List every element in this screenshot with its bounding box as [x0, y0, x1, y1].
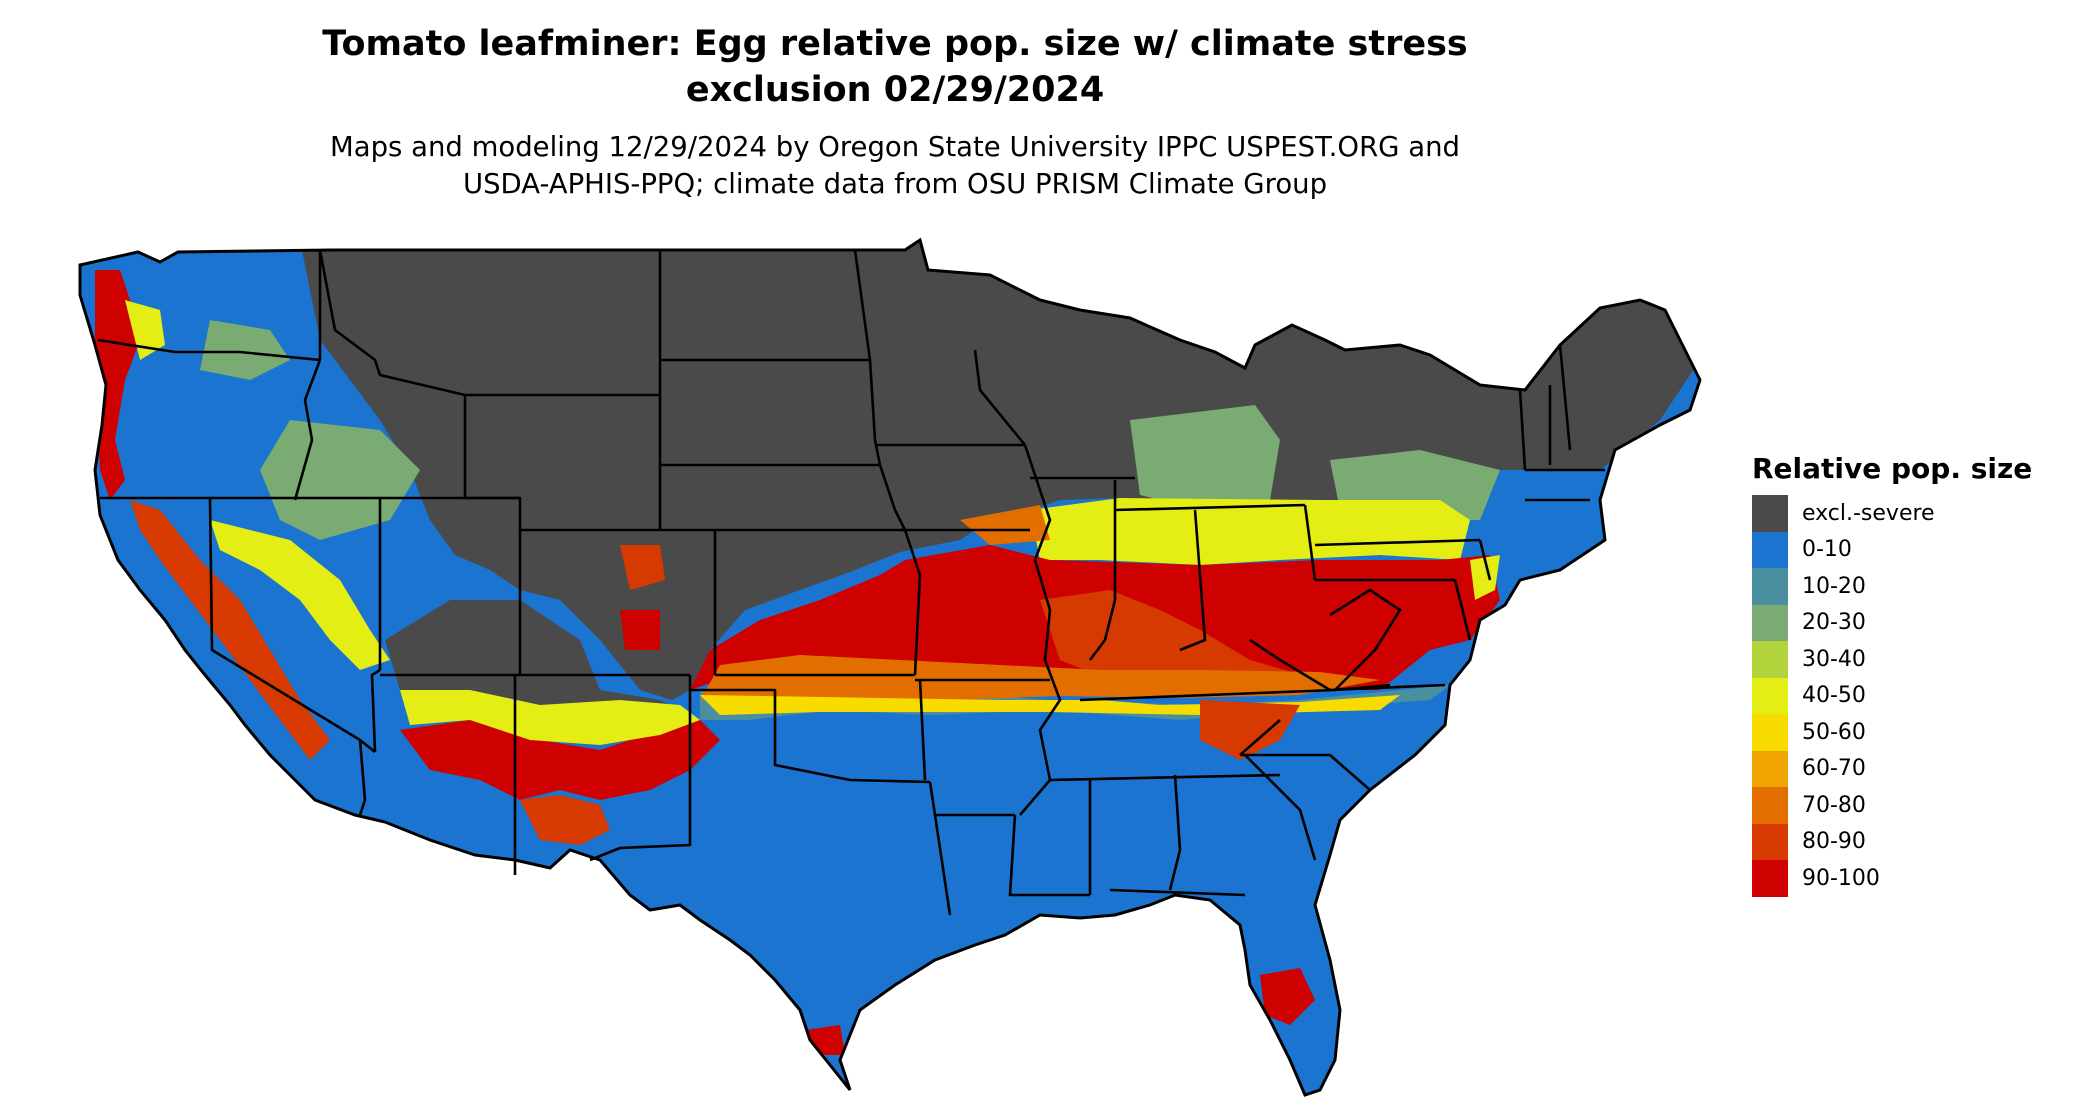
region-90-100-colorado [620, 610, 660, 650]
legend-item: 90-100 [1752, 860, 2032, 897]
legend-swatch [1752, 605, 1788, 642]
legend-item: 60-70 [1752, 751, 2032, 788]
legend-label: 0-10 [1802, 537, 1852, 562]
legend-swatch [1752, 787, 1788, 824]
legend-label: excl.-severe [1802, 501, 1935, 526]
legend-label: 30-40 [1802, 647, 1866, 672]
legend-label: 40-50 [1802, 683, 1866, 708]
legend-item: 40-50 [1752, 678, 2032, 715]
region-20-30-michigan [1130, 405, 1280, 505]
legend-label: 60-70 [1802, 756, 1866, 781]
legend-items: excl.-severe 0-10 10-20 20-30 30-40 40-50 50-6… [1752, 495, 2032, 897]
legend-swatch [1752, 824, 1788, 861]
legend-item: 70-80 [1752, 787, 2032, 824]
legend-item: 30-40 [1752, 641, 2032, 678]
legend-item: 20-30 [1752, 605, 2032, 642]
legend-item: 80-90 [1752, 824, 2032, 861]
legend-swatch [1752, 860, 1788, 897]
legend-item: 10-20 [1752, 568, 2032, 605]
legend-swatch [1752, 532, 1788, 569]
legend-item: 50-60 [1752, 714, 2032, 751]
legend-label: 80-90 [1802, 829, 1866, 854]
legend-swatch [1752, 568, 1788, 605]
map-subtitle-line-2: USDA-APHIS-PPQ; climate data from OSU PR… [0, 165, 1790, 203]
map-subtitle-line-1: Maps and modeling 12/29/2024 by Oregon S… [0, 128, 1790, 166]
legend-title: Relative pop. size [1752, 452, 2032, 485]
region-40-50-midwest [1030, 498, 1470, 565]
legend-label: 20-30 [1802, 610, 1866, 635]
legend: Relative pop. size excl.-severe 0-10 10-20… [1752, 452, 2032, 897]
legend-item: 0-10 [1752, 532, 2032, 569]
legend-swatch [1752, 678, 1788, 715]
legend-item: excl.-severe [1752, 495, 2032, 532]
us-population-map [70, 235, 1730, 1120]
legend-swatch [1752, 714, 1788, 751]
legend-label: 70-80 [1802, 793, 1866, 818]
legend-label: 10-20 [1802, 574, 1866, 599]
map-title-line-2: exclusion 02/29/2024 [0, 68, 1790, 112]
legend-swatch [1752, 751, 1788, 788]
legend-label: 90-100 [1802, 866, 1880, 891]
map-title-line-1: Tomato leafminer: Egg relative pop. size… [0, 22, 1790, 66]
legend-label: 50-60 [1802, 720, 1866, 745]
legend-swatch [1752, 495, 1788, 532]
legend-swatch [1752, 641, 1788, 678]
